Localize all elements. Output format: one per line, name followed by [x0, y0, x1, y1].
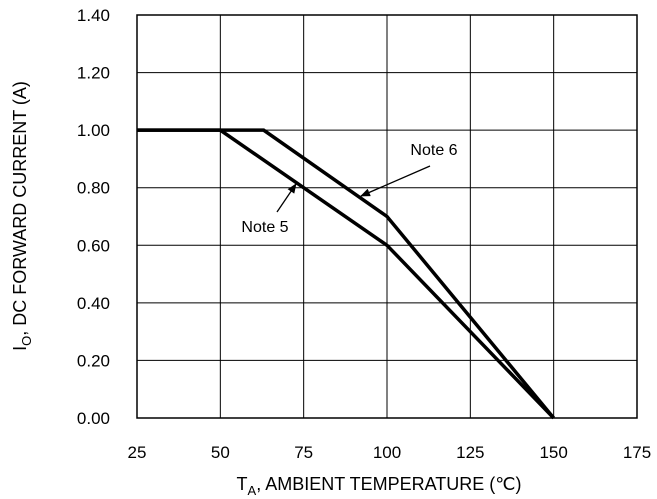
- x-tick-label: 25: [128, 443, 147, 462]
- x-tick-label: 100: [373, 443, 401, 462]
- x-axis-title-main: T: [237, 474, 248, 494]
- x-tick-label: 125: [456, 443, 484, 462]
- y-axis-title-main: I: [10, 346, 30, 351]
- y-tick-label: 1.20: [77, 64, 110, 83]
- annotations: Note 5 Note 6: [241, 142, 457, 236]
- x-tick-label: 175: [623, 443, 651, 462]
- y-axis-title-rest: , DC FORWARD CURRENT (A): [10, 81, 30, 336]
- tick-labels: 25 50 75 100 125 150 175 0.00 0.20 0.40 0.60 0.80 1.…: [77, 6, 651, 462]
- y-tick-label: 1.00: [77, 121, 110, 140]
- annotation-label: Note 5: [241, 219, 288, 236]
- y-tick-label: 0.80: [77, 179, 110, 198]
- x-tick-label: 150: [539, 443, 567, 462]
- x-axis-title-rest: , AMBIENT TEMPERATURE (℃): [256, 474, 521, 494]
- y-tick-label: 0.60: [77, 236, 110, 255]
- y-tick-label: 0.40: [77, 294, 110, 313]
- grid-lines: [137, 15, 637, 418]
- x-axis-title-subscript: A: [248, 483, 257, 498]
- y-axis-title-subscript: O: [19, 336, 34, 346]
- annotation-label: Note 6: [410, 142, 457, 159]
- y-tick-label: 0.20: [77, 351, 110, 370]
- annotation-arrow: [360, 165, 431, 197]
- x-axis-title: TA, AMBIENT TEMPERATURE (℃): [237, 474, 522, 498]
- series-group: [137, 128, 556, 420]
- series-line-1: [137, 128, 555, 420]
- x-tick-label: 50: [211, 443, 230, 462]
- y-axis-title: IO, DC FORWARD CURRENT (A): [10, 81, 34, 351]
- x-tick-label: 75: [294, 443, 313, 462]
- annotation-arrow: [276, 183, 297, 213]
- plot-area-frame: [136, 14, 638, 419]
- y-tick-label: 0.00: [77, 409, 110, 428]
- y-tick-label: 1.40: [77, 6, 110, 25]
- series-line-2: [137, 128, 556, 420]
